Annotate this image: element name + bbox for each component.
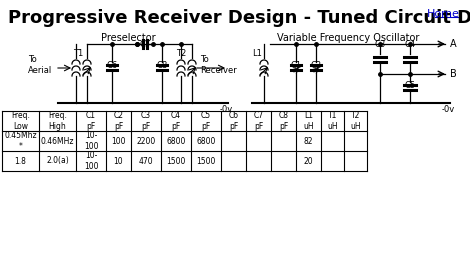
- Text: 10: 10: [114, 156, 123, 166]
- Text: L1: L1: [252, 49, 262, 58]
- Text: T2
uH: T2 uH: [350, 111, 361, 131]
- Text: T1: T1: [73, 49, 83, 58]
- Text: 1500: 1500: [196, 156, 216, 166]
- Text: C3: C3: [375, 40, 385, 49]
- Text: Preselector: Preselector: [101, 33, 155, 43]
- Text: C7
pF: C7 pF: [253, 111, 264, 131]
- Text: C4
pF: C4 pF: [171, 111, 181, 131]
- Text: C6
pF: C6 pF: [228, 111, 239, 131]
- Text: L1
uH: L1 uH: [303, 111, 314, 131]
- Text: To
Receiver: To Receiver: [200, 55, 237, 75]
- Text: C2
pF: C2 pF: [113, 111, 124, 131]
- Text: -0v: -0v: [442, 105, 455, 114]
- Text: C2: C2: [311, 61, 321, 70]
- Text: C1: C1: [290, 61, 302, 70]
- Text: C7: C7: [140, 40, 150, 49]
- Text: 6800: 6800: [166, 136, 186, 146]
- Text: 100: 100: [111, 136, 126, 146]
- Text: C8: C8: [157, 61, 168, 70]
- Text: Variable Frequency Oscillator: Variable Frequency Oscillator: [277, 33, 419, 43]
- Bar: [2, 111, 367, 171]
- Text: T2: T2: [176, 49, 186, 58]
- Text: C6: C6: [106, 61, 118, 70]
- Text: C1
pF: C1 pF: [86, 111, 96, 131]
- Text: A: A: [450, 39, 457, 49]
- Text: 470: 470: [139, 156, 153, 166]
- Text: 82: 82: [304, 136, 313, 146]
- Text: -0v: -0v: [220, 105, 233, 114]
- Text: T1
uH: T1 uH: [327, 111, 338, 131]
- Text: C8
pF: C8 pF: [279, 111, 289, 131]
- Text: To
Aerial: To Aerial: [28, 55, 52, 75]
- Text: C5
pF: C5 pF: [201, 111, 211, 131]
- Text: 10-
100: 10- 100: [84, 151, 98, 171]
- Text: 1500: 1500: [166, 156, 186, 166]
- Text: Freq.
High: Freq. High: [48, 111, 67, 131]
- Text: 20: 20: [304, 156, 313, 166]
- Text: 1.8: 1.8: [15, 156, 26, 166]
- Text: 0.46MHz: 0.46MHz: [41, 136, 74, 146]
- Text: 0.45Mhz
*: 0.45Mhz *: [4, 131, 37, 151]
- Text: 2.0(a): 2.0(a): [46, 156, 69, 166]
- Text: Freq.
Low: Freq. Low: [11, 111, 30, 131]
- Text: C4: C4: [405, 40, 415, 49]
- Text: C5: C5: [405, 81, 415, 90]
- Text: Progressive Receiver Design - Tuned Circuit Data: Progressive Receiver Design - Tuned Circ…: [8, 9, 470, 27]
- Text: 6800: 6800: [196, 136, 216, 146]
- Text: Home: Home: [427, 9, 460, 19]
- Text: C3
pF: C3 pF: [141, 111, 151, 131]
- Text: 10-
100: 10- 100: [84, 131, 98, 151]
- Text: 2200: 2200: [136, 136, 156, 146]
- Text: B: B: [450, 69, 457, 79]
